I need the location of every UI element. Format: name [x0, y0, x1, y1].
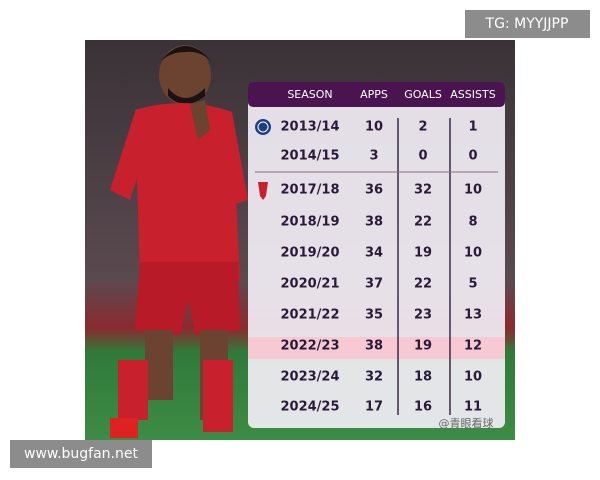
footer-badge — [10, 440, 152, 468]
stat-cell: 13 — [464, 308, 482, 323]
stat-cell: 17 — [365, 400, 383, 415]
season-cell: 2018/19 — [280, 215, 339, 230]
stat-cell: 12 — [464, 339, 482, 354]
stat-cell: 0 — [418, 149, 427, 164]
stat-cell: 23 — [414, 308, 432, 323]
stat-cell: 18 — [414, 370, 432, 385]
stat-cell: 5 — [468, 277, 477, 292]
stats-panel — [248, 82, 505, 428]
stat-cell: 11 — [464, 400, 482, 415]
stat-cell: 38 — [365, 339, 383, 354]
season-cell: 2021/22 — [280, 308, 339, 323]
header-cell: GOALS — [404, 88, 442, 101]
season-cell: 2017/18 — [280, 183, 339, 198]
season-cell: 2024/25 — [280, 400, 339, 415]
season-cell: 2022/23 — [280, 339, 339, 354]
corner-label: TG: MYYJJPP — [485, 16, 569, 32]
liverpool-crest — [258, 182, 268, 200]
stat-cell: 10 — [464, 246, 482, 261]
stat-cell: 19 — [414, 246, 432, 261]
season-cell: 2013/14 — [280, 120, 339, 135]
stat-cell: 35 — [365, 308, 383, 323]
stat-cell: 10 — [464, 370, 482, 385]
stat-cell: 10 — [365, 120, 383, 135]
stat-cell: 22 — [414, 215, 432, 230]
stat-cell: 37 — [365, 277, 383, 292]
stat-cell: 32 — [414, 183, 432, 198]
stat-cell: 38 — [365, 215, 383, 230]
chelsea-crest — [255, 119, 271, 135]
season-cell: 2023/24 — [280, 370, 339, 385]
stat-cell: 10 — [464, 183, 482, 198]
stat-cell: 8 — [468, 215, 477, 230]
stat-cell: 1 — [468, 120, 477, 135]
header-cell: ASSISTS — [450, 88, 495, 101]
season-cell: 2014/15 — [280, 149, 339, 164]
header-cell: SEASON — [287, 88, 332, 101]
stats-table: SEASON APPS GOALS ASSISTS 2013/14 10 2 1 2014/15… — [280, 88, 495, 415]
stat-cell: 34 — [365, 246, 383, 261]
watermark: @青眼看球 — [439, 416, 494, 430]
season-cell: 2020/21 — [280, 277, 339, 292]
stat-cell: 32 — [365, 370, 383, 385]
corner-badge — [465, 10, 590, 38]
header-cell: APPS — [360, 88, 388, 101]
season-cell: 2019/20 — [280, 246, 339, 261]
stat-cell: 3 — [369, 149, 378, 164]
stat-cell: 2 — [418, 120, 427, 135]
stat-cell: 22 — [414, 277, 432, 292]
stat-cell: 16 — [414, 400, 432, 415]
stat-cell: 36 — [365, 183, 383, 198]
stat-cell: 0 — [468, 149, 477, 164]
stat-cell: 19 — [414, 339, 432, 354]
footer-label: www.bugfan.net — [24, 446, 138, 462]
